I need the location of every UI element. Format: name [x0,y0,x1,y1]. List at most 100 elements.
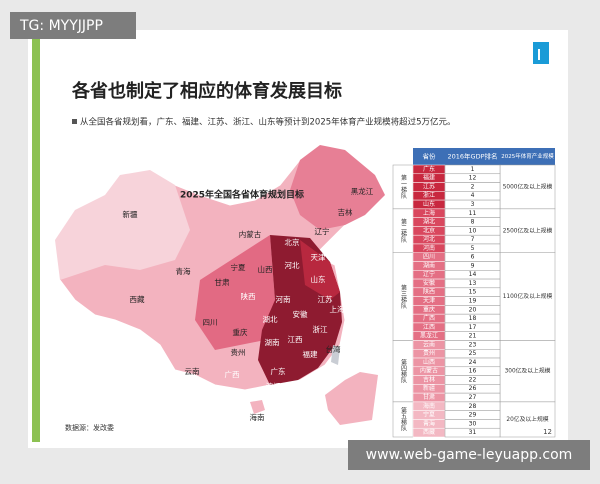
map-label: 广西 [225,369,240,379]
map-label: 福建 [303,349,318,359]
map-label: 辽宁 [315,226,330,236]
province: 上海 [423,209,435,217]
province: 湖北 [423,218,435,226]
map-label: 四川 [203,318,218,327]
gdp-rank: 19 [469,298,477,305]
province: 福建 [423,174,435,182]
page-number: 12 [543,428,552,436]
gdp-rank: 28 [469,403,477,410]
logo-mark [538,49,540,60]
rank-cell [444,427,501,438]
target-cell [499,401,556,438]
slide-title: 各省也制定了相应的体育发展目标 [71,80,342,102]
gdp-rank: 2 [471,183,475,190]
gdp-rank: 20 [469,306,477,313]
gdp-rank: 15 [469,289,477,296]
map-label: 浙江 [313,324,328,334]
province: 北京 [423,226,435,234]
map-label: 湖南 [265,337,280,347]
province: 重庆 [423,305,435,313]
province: 青海 [423,419,435,427]
map-label: 山西 [258,264,273,274]
target-label: 300亿及以上规模 [505,367,551,375]
map-label: 重庆 [233,327,248,337]
province: 江西 [423,324,435,331]
gdp-rank: 27 [469,394,477,401]
map-label: 新疆 [123,209,138,219]
tier-label: 第二梯队 [400,218,407,244]
target-label: 20亿及以上规模 [506,415,548,423]
tier-label: 第三梯队 [400,284,407,310]
map-label: 西藏 [130,294,145,304]
map-label: 内蒙古 [239,229,262,239]
map-region-northeast [290,145,385,230]
province: 河北 [423,235,435,243]
table-header-cell: 2025年体育产业规模 [501,152,554,160]
gdp-rank: 22 [469,376,477,383]
province: 广西 [423,314,435,322]
map-label: 上海 [330,304,345,314]
target-label: 2500亿及以上规模 [503,226,553,234]
map-label: 海南 [250,412,265,422]
province: 黑龙江 [420,332,438,340]
province: 安徽 [423,279,435,287]
gdp-rank: 13 [469,280,477,287]
province: 新疆 [423,384,435,392]
province: 四川 [423,254,435,261]
target-label: 5000亿及以上规模 [503,182,553,190]
table-header-bg [413,148,555,165]
map-hainan [250,400,265,414]
gdp-rank: 11 [469,210,477,217]
map-label: 台湾 [326,344,341,354]
province: 山西 [423,358,435,366]
map [54,144,386,425]
map-label: 青海 [176,266,191,276]
watermark: www.web-game-leyuapp.com [366,447,573,463]
gdp-rank: 14 [469,271,477,278]
watermark-box [348,440,590,470]
gdp-rank: 31 [469,429,477,436]
logo [533,42,549,64]
province: 西藏 [423,428,435,436]
province: 浙江 [423,191,435,199]
gdp-rank: 6 [471,254,475,261]
gdp-rank: 29 [469,412,477,419]
map-label: 北京 [285,237,300,247]
gdp-rank: 21 [469,333,477,340]
map-label: 江西 [288,335,303,344]
gdp-rank: 10 [469,227,477,234]
map-region-west [55,170,190,280]
province: 河南 [423,244,435,252]
table-header-cell: 省份 [423,152,437,161]
province: 山东 [423,200,435,208]
map-label: 黑龙江 [351,186,374,196]
gdp-rank: 25 [469,350,477,357]
map-label: 河南 [276,294,291,304]
gdp-rank: 9 [471,262,475,269]
tier-label: 第一梯队 [400,174,407,200]
map-label: 贵州 [231,347,246,357]
map-label: 安徽 [293,309,308,319]
province: 吉林 [423,375,435,383]
gdp-rank: 12 [469,175,477,182]
province: 湖南 [423,261,435,269]
map-south-sea [325,372,378,425]
table-header-cell: 2016年GDP排名 [447,152,497,161]
province: 海南 [423,402,435,410]
tier-label: 第五梯队 [400,407,407,433]
green-strip [32,34,40,442]
gdp-rank: 3 [471,201,475,208]
map-label: 甘肃 [215,277,230,287]
province: 宁夏 [423,411,435,419]
gdp-rank: 7 [471,236,475,243]
province: 陕西 [423,288,435,296]
gdp-rank: 23 [469,341,477,348]
target-cell [499,208,556,253]
map-label: 湖北 [263,315,278,324]
map-label: 宁夏 [231,262,246,272]
map-label: 广东 [271,366,286,376]
gdp-rank: 4 [471,192,475,199]
gdp-rank: 1 [471,166,475,173]
map-label: 江苏 [318,294,333,304]
